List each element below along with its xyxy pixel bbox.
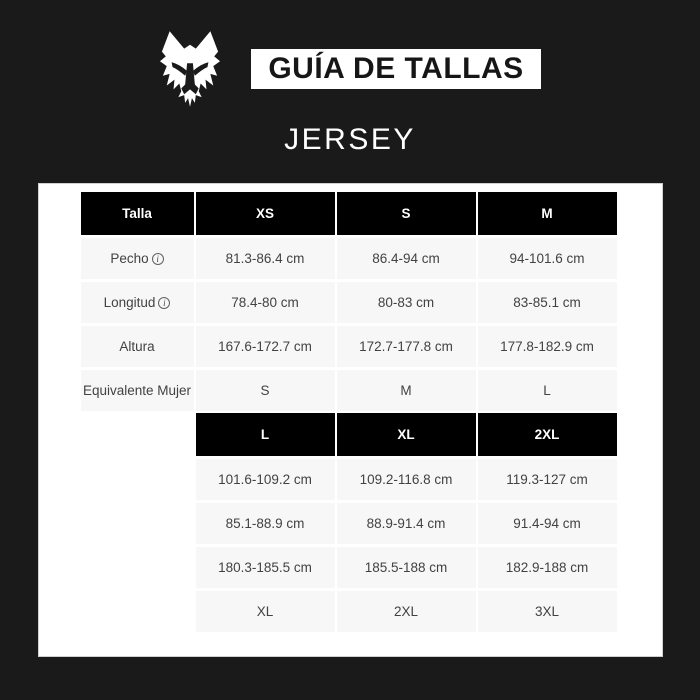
size-header-cell: XL [336,413,476,456]
measurement-cell: 94-101.6 cm [477,238,617,279]
size-header-cell: L [195,413,335,456]
size-guide-banner: GUÍA DE TALLAS [251,49,541,89]
size-header-label: Talla [80,192,194,235]
size-header-cell: S [336,192,476,235]
size-chart: Talla XS S M Pecho i 81.3-86.4 cm 86.4-94 cm 94-… [80,192,617,632]
measurement-cell: 167.6-172.7 cm [195,326,335,367]
measurement-cell: 119.3-127 cm [477,459,617,500]
size-header-cell: M [477,192,617,235]
measurement-cell: 182.9-188 cm [477,547,617,588]
size-table-1: Talla XS S M Pecho i 81.3-86.4 cm 86.4-94 cm 94-… [80,192,617,411]
measurement-cell: 81.3-86.4 cm [195,238,335,279]
measurement-cell: 91.4-94 cm [477,503,617,544]
row-label-cell: Longitud i [80,282,194,323]
measurement-cell: S [195,370,335,411]
measurement-cell: 83-85.1 cm [477,282,617,323]
measurement-cell: 177.8-182.9 cm [477,326,617,367]
empty-label-cell [81,547,194,588]
fox-head-logo [160,31,221,107]
row-label-cell: Altura [80,326,194,367]
empty-label-cell [81,503,194,544]
empty-label-cell [81,459,194,500]
row-label-cell: Pecho i [80,238,194,279]
measurement-cell: 85.1-88.9 cm [195,503,335,544]
measurement-cell: 86.4-94 cm [336,238,476,279]
measurement-cell: 80-83 cm [336,282,476,323]
measurement-cell: XL [195,591,335,632]
measurement-cell: 101.6-109.2 cm [195,459,335,500]
row-label: Longitud [103,295,156,310]
size-table-2: L XL 2XL 101.6-109.2 cm 109.2-116.8 cm 119.3-… [81,413,617,632]
measurement-cell: 185.5-188 cm [336,547,476,588]
row-label: Pecho [110,251,149,266]
measurement-cell: 180.3-185.5 cm [195,547,335,588]
measurement-cell: 78.4-80 cm [195,282,335,323]
size-header-cell: XS [195,192,335,235]
row-label: Equivalente Mujer [82,383,192,398]
row-label: Altura [119,339,155,354]
measurement-cell: 109.2-116.8 cm [336,459,476,500]
measurement-cell: L [477,370,617,411]
row-label-cell: Equivalente Mujer [80,370,194,411]
empty-label-cell [81,591,194,632]
page-header: GUÍA DE TALLAS [0,0,700,108]
measurement-cell: 3XL [477,591,617,632]
product-title: JERSEY [284,123,416,156]
empty-header-cell [81,413,194,456]
measurement-cell: 88.9-91.4 cm [336,503,476,544]
size-header-cell: 2XL [477,413,617,456]
size-chart-panel: Talla XS S M Pecho i 81.3-86.4 cm 86.4-94 cm 94-… [37,183,663,657]
page-title: GUÍA DE TALLAS [268,52,524,85]
measurement-cell: 172.7-177.8 cm [336,326,476,367]
info-icon[interactable]: i [158,296,171,309]
measurement-cell: M [336,370,476,411]
measurement-cell: 2XL [336,591,476,632]
info-icon[interactable]: i [151,252,164,265]
